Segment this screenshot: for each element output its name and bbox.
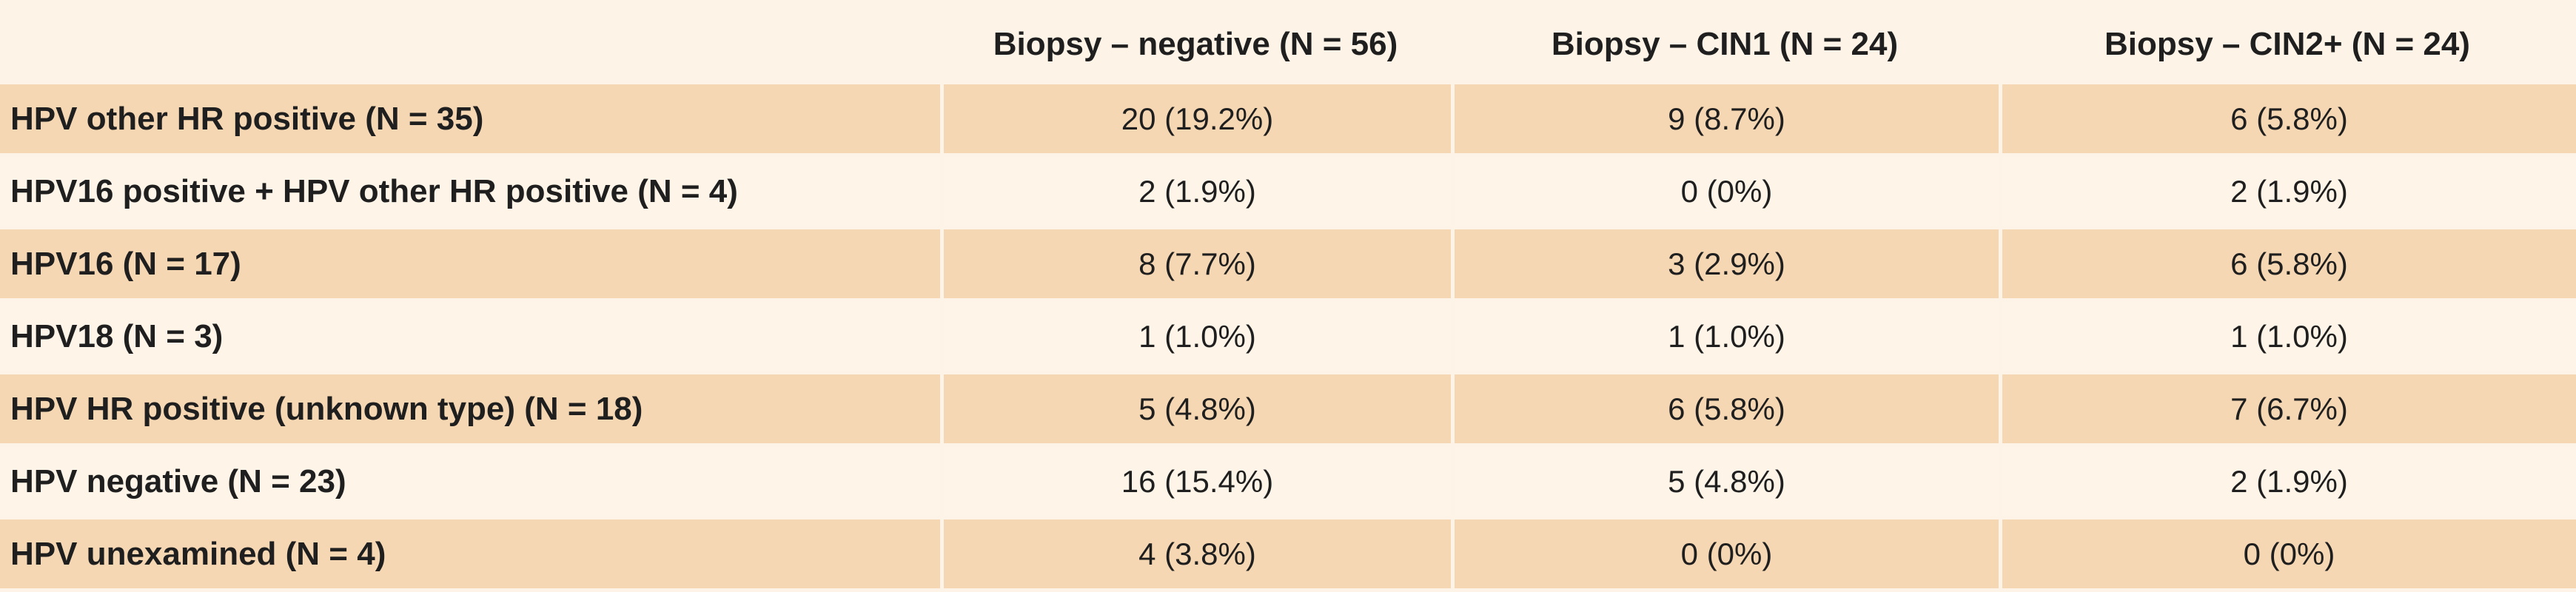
header-corner [0,0,940,84]
table-cell: 5 (4.8%) [940,374,1451,447]
table-cell: 6 (5.8%) [1451,374,1999,447]
row-label: HPV16 positive + HPV other HR positive (… [0,157,940,229]
table-cell: 5 (4.8%) [1451,447,1999,519]
table-cell: 16 (15.4%) [940,447,1451,519]
row-label: HPV unexamined (N = 4) [0,519,940,592]
row-label: HPV18 (N = 3) [0,302,940,374]
table-cell: 1 (1.0%) [940,302,1451,374]
header-biopsy-cin1: Biopsy – CIN1 (N = 24) [1551,26,1899,62]
table-cell: 0 (0%) [1451,519,1999,592]
table-cell: 2 (1.9%) [1999,157,2576,229]
table-cell: 2 (1.9%) [1999,447,2576,519]
row-label: HPV negative (N = 23) [0,447,940,519]
row-label: HPV16 (N = 17) [0,229,940,302]
table-cell: 8 (7.7%) [940,229,1451,302]
table-cell: 1 (1.0%) [1451,302,1999,374]
table-cell: 2 (1.9%) [940,157,1451,229]
table-cell: 7 (6.7%) [1999,374,2576,447]
table-cell: 20 (19.2%) [940,84,1451,157]
table-cell: 6 (5.8%) [1999,84,2576,157]
table-cell: 3 (2.9%) [1451,229,1999,302]
table-cell: 6 (5.8%) [1999,229,2576,302]
table-cell: 4 (3.8%) [940,519,1451,592]
row-label: HPV other HR positive (N = 35) [0,84,940,157]
header-biopsy-negative: Biopsy – negative (N = 56) [993,26,1398,62]
table-cell: 9 (8.7%) [1451,84,1999,157]
header-biopsy-cin2plus: Biopsy – CIN2+ (N = 24) [2104,26,2470,62]
table-cell: 0 (0%) [1999,519,2576,592]
table-cell: 1 (1.0%) [1999,302,2576,374]
row-label: HPV HR positive (unknown type) (N = 18) [0,374,940,447]
table-cell: 0 (0%) [1451,157,1999,229]
